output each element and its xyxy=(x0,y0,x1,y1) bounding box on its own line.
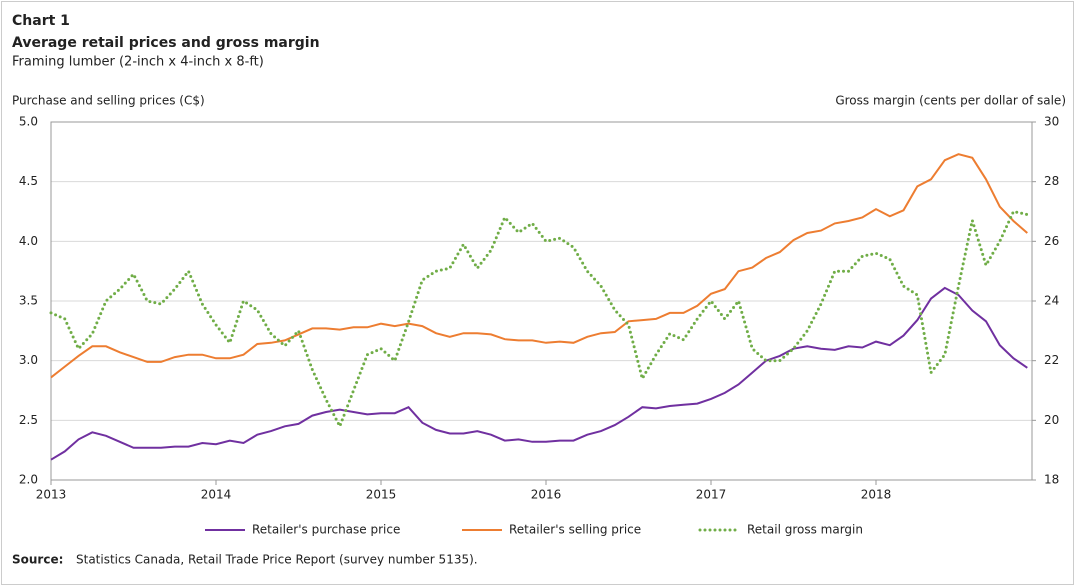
y2-tick-label: 20 xyxy=(1044,413,1059,427)
legend-label: Retailer's purchase price xyxy=(252,523,400,537)
y2-tick-label: 26 xyxy=(1044,234,1059,248)
x-tick-label: 2016 xyxy=(531,488,562,502)
y2-tick-label: 24 xyxy=(1044,294,1059,308)
x-tick-label: 2017 xyxy=(696,488,727,502)
y-tick-label: 2.5 xyxy=(19,413,38,427)
plot-area xyxy=(50,121,1033,481)
legend-label: Retail gross margin xyxy=(747,523,863,537)
x-tick-label: 2014 xyxy=(201,488,232,502)
y2-tick-label: 22 xyxy=(1044,353,1059,367)
y-tick-label: 4.5 xyxy=(19,174,38,188)
y-tick-label: 4.0 xyxy=(19,234,38,248)
y-axis-label: Purchase and selling prices (C$) xyxy=(12,94,205,108)
y2-axis-label: Gross margin (cents per dollar of sale) xyxy=(835,94,1066,108)
chart-subtitle: Framing lumber (2-inch x 4-inch x 8-ft) xyxy=(12,55,264,70)
source-label: Source: xyxy=(12,553,63,567)
y2-tick-label: 28 xyxy=(1044,174,1059,188)
source-text: Statistics Canada, Retail Trade Price Re… xyxy=(76,553,478,567)
y-tick-label: 2.0 xyxy=(19,473,38,487)
x-tick-label: 2018 xyxy=(861,488,892,502)
series-line xyxy=(49,209,1029,430)
x-tick-label: 2013 xyxy=(36,488,67,502)
y-tick-label: 3.0 xyxy=(19,353,38,367)
x-tick-label: 2015 xyxy=(366,488,397,502)
chart-title: Average retail prices and gross margin xyxy=(12,35,320,51)
chart-label: Chart 1 xyxy=(12,13,70,29)
series-line xyxy=(50,286,1028,461)
series-line xyxy=(50,153,1028,379)
y-tick-label: 3.5 xyxy=(19,294,38,308)
y-tick-label: 5.0 xyxy=(19,115,38,129)
y2-tick-label: 30 xyxy=(1044,115,1059,129)
legend-label: Retailer's selling price xyxy=(509,523,641,537)
y2-tick-label: 18 xyxy=(1044,473,1059,487)
